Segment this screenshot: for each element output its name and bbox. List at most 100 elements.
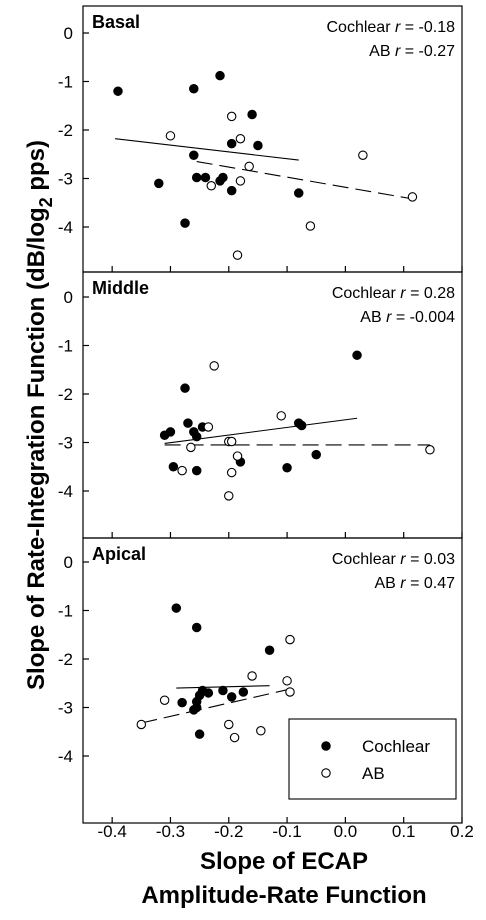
apical-stat-r-symbol: r	[400, 575, 406, 592]
basal-fit-line-cochlear	[115, 138, 299, 161]
basal-cochlear-point-13	[293, 188, 304, 198]
basal-ab-point-1	[226, 111, 237, 122]
basal-stat-prefix: Cochlear	[326, 19, 394, 36]
x-tick-label-0-4: -0.4	[98, 822, 127, 841]
basal-cochlear-point-5	[253, 140, 263, 151]
apical-cochlear-point-0	[171, 603, 182, 613]
apical-stat-value: = 0.47	[406, 575, 455, 592]
middle-ab-point-4	[226, 436, 237, 447]
middle-cochlear-point-8	[191, 465, 202, 476]
basal-ab-point-0	[165, 131, 176, 141]
middle-ab-point-2	[186, 442, 196, 453]
x-tick-label-0-1: -0.1	[272, 822, 301, 841]
apical-panel-title: Apical	[92, 544, 146, 564]
y-axis-title-main: Slope of Rate-Integration Function (dB/l…	[23, 207, 50, 690]
middle-ab-point-6	[226, 467, 237, 478]
middle-y-tick-label-3: -3	[58, 434, 73, 453]
y-axis-title: Slope of Rate-Integration Function (dB/l…	[23, 140, 56, 690]
basal-cochlear-point-12	[226, 185, 237, 196]
basal-stat-prefix: AB	[369, 43, 395, 60]
middle-stat-value: = -0.004	[391, 309, 455, 326]
legend-marker-ab	[321, 768, 331, 778]
apical-ab-point-2	[247, 671, 257, 681]
legend-label-cochlear: Cochlear	[362, 737, 430, 756]
x-tick-label-0-2: 0.2	[450, 822, 474, 841]
x-tick-label-0-0: 0.0	[334, 822, 358, 841]
apical-stat-cochlear: Cochlear r = 0.03	[332, 551, 455, 568]
basal-cochlear-point-8	[191, 172, 202, 183]
apical-y-tick-label-0: 0	[64, 553, 73, 572]
basal-cochlear-point-2	[215, 70, 225, 81]
basal-cochlear-point-6	[189, 150, 199, 160]
apical-cochlear-point-6	[177, 697, 187, 708]
middle-stat-cochlear: Cochlear r = 0.28	[332, 285, 455, 302]
basal-cochlear-point-9	[200, 172, 211, 183]
apical-y-tick-label-4: -4	[58, 747, 73, 766]
x-tick-label-0-2: -0.2	[214, 822, 243, 841]
basal-stat-r-symbol: r	[395, 19, 401, 36]
legend: Cochlear AB	[288, 718, 457, 800]
apical-stat-value: = 0.03	[406, 551, 455, 568]
panel-middle: 0 -1 -2 -3 -4 Middle Cochlear r = 0.28 AB r = -…	[58, 271, 463, 539]
middle-ab-point-7	[224, 491, 234, 501]
apical-cochlear-point-2	[264, 645, 275, 656]
basal-stat-ab: AB r = -0.27	[369, 43, 455, 60]
middle-cochlear-point-7	[168, 461, 179, 472]
legend-label-ab: AB	[362, 764, 385, 783]
panel-apical: 0 -1 -2 -3 -4 Apical Cochlear r = 0.03 AB r = 0…	[58, 537, 463, 824]
middle-cochlear-point-6	[165, 427, 176, 437]
middle-cochlear-point-13	[296, 420, 307, 431]
basal-y-tick-label-4: -4	[58, 218, 73, 237]
x-axis-title-line-1: Slope of ECAP	[200, 848, 368, 875]
apical-panel-frame	[82, 537, 463, 824]
apical-ab-point-8	[256, 726, 266, 736]
basal-y-tick-label-3: -3	[58, 170, 73, 189]
apical-ab-point-4	[285, 634, 295, 645]
y-axis-title-end: pps)	[23, 140, 50, 197]
middle-ab-point-8	[177, 465, 187, 476]
apical-ab-point-1	[136, 719, 147, 730]
basal-fit-line-ab	[196, 160, 413, 200]
basal-cochlear-point-14	[180, 218, 190, 228]
basal-ab-point-2	[235, 133, 246, 144]
apical-stat-r-symbol: r	[400, 551, 406, 568]
basal-ab-point-3	[244, 161, 254, 172]
basal-cochlear-point-7	[154, 178, 164, 189]
middle-ab-point-5	[232, 451, 243, 461]
apical-y-tick-label-3: -3	[58, 699, 73, 718]
basal-cochlear-point-4	[226, 138, 237, 149]
apical-cochlear-point-7	[218, 685, 228, 696]
apical-cochlear-point-4	[203, 688, 214, 698]
x-axis-title-line-2: Amplitude-Rate Function	[141, 882, 426, 909]
apical-stat-prefix: AB	[375, 575, 401, 592]
middle-cochlear-point-2	[183, 418, 193, 428]
apical-cochlear-point-13	[194, 729, 205, 739]
middle-y-tick-label-1: -1	[58, 337, 73, 356]
middle-stat-r-symbol: r	[386, 309, 392, 326]
apical-stat-ab: AB r = 0.47	[375, 575, 456, 592]
apical-fit-line-ab	[141, 688, 291, 724]
apical-ab-point-3	[282, 676, 292, 686]
middle-panel-title: Middle	[92, 278, 149, 298]
middle-cochlear-point-0	[352, 350, 362, 360]
middle-ab-point-9	[276, 411, 286, 421]
middle-y-tick-label-2: -2	[58, 385, 73, 404]
middle-cochlear-point-1	[180, 383, 190, 393]
apical-ab-point-6	[224, 719, 234, 730]
basal-y-tick-label-1: -1	[58, 73, 73, 92]
basal-cochlear-point-1	[189, 84, 199, 94]
basal-ab-point-9	[232, 250, 243, 260]
middle-stat-prefix: AB	[360, 309, 386, 326]
basal-ab-point-5	[235, 176, 246, 186]
basal-stat-value: = -0.18	[400, 19, 455, 36]
middle-cochlear-point-14	[311, 449, 321, 460]
apical-stat-prefix: Cochlear	[332, 551, 400, 568]
apical-cochlear-point-1	[191, 622, 202, 633]
basal-cochlear-point-3	[247, 109, 257, 120]
basal-y-tick-label-2: -2	[58, 121, 73, 140]
middle-ab-point-0	[209, 361, 219, 371]
panel-basal: 0 -1 -2 -3 -4 Basal Cochlear r = -0.18 AB r = -…	[58, 5, 463, 273]
legend-marker-cochlear	[321, 741, 331, 751]
apical-cochlear-point-9	[238, 687, 249, 697]
